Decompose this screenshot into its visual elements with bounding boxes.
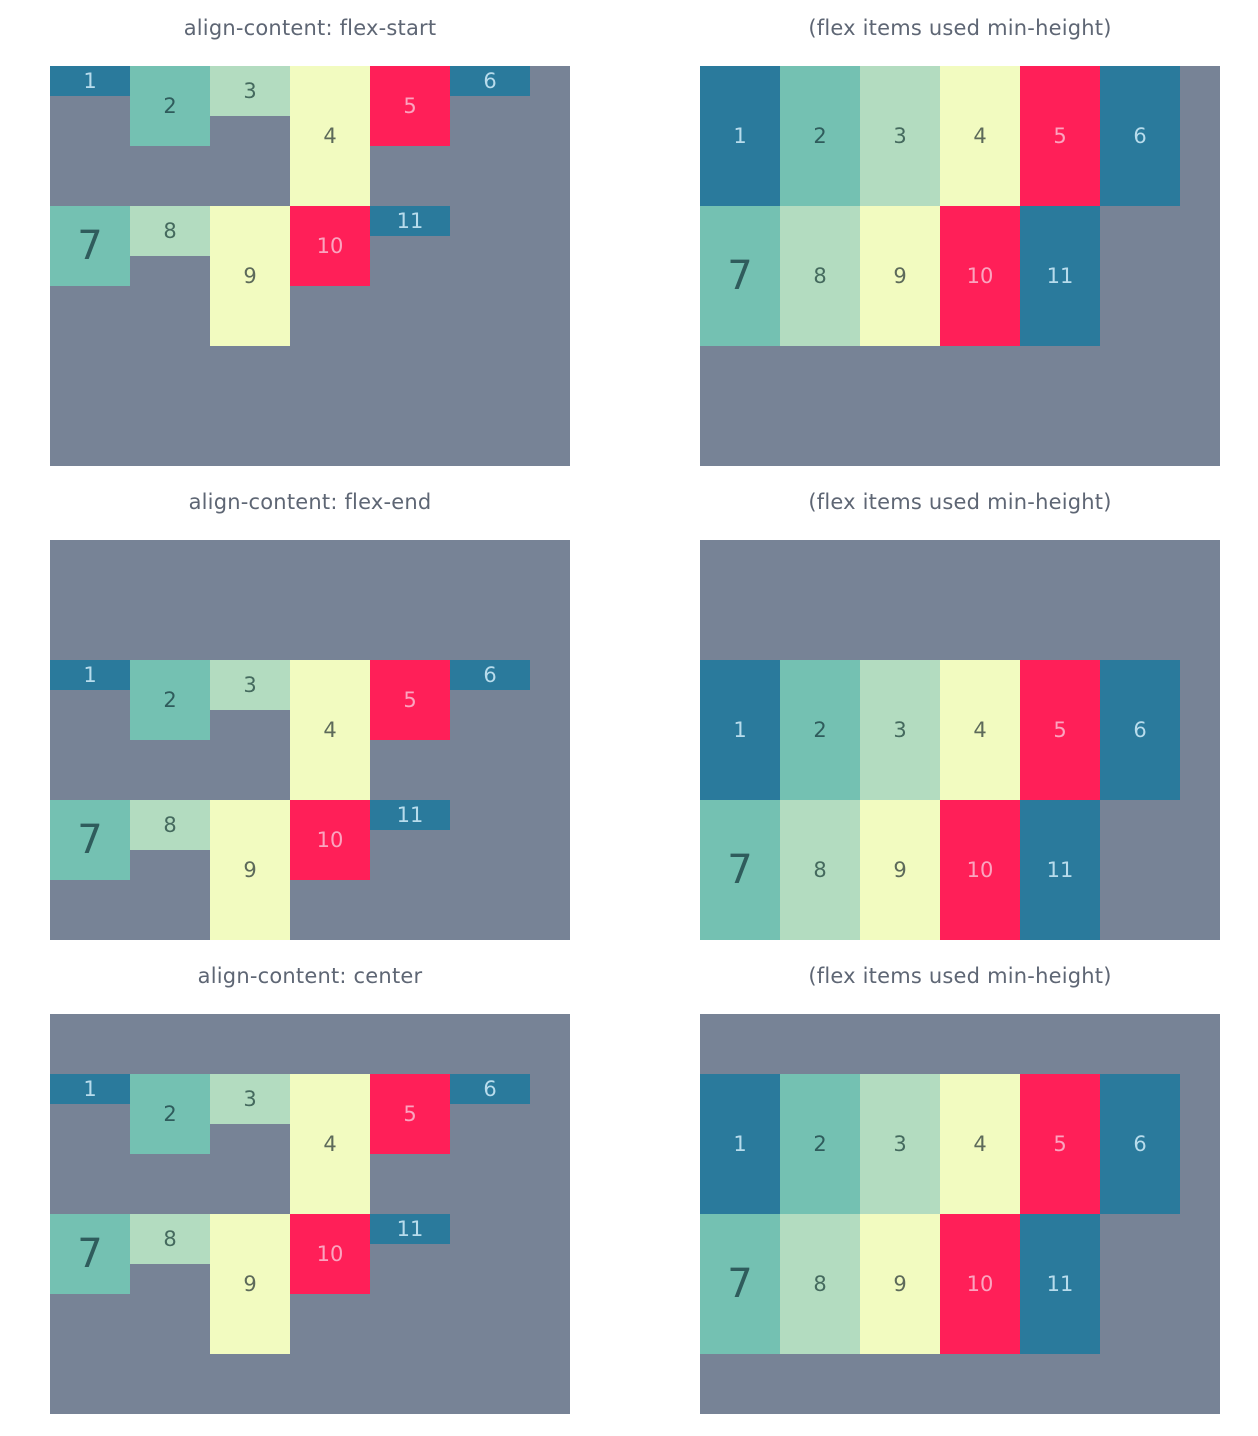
flex-item-8: 8 <box>130 1214 210 1264</box>
demo-title-flex-start: align-content: flex-start <box>183 16 437 40</box>
flex-item-2: 2 <box>780 660 860 800</box>
flex-item-5: 5 <box>370 660 450 740</box>
flex-item-7: 7 <box>50 800 130 880</box>
flex-item-7: 7 <box>700 206 780 346</box>
flex-container-center: 1 2 3 4 5 6 7 8 9 10 11 <box>50 1014 570 1414</box>
flex-item-9: 9 <box>860 800 940 940</box>
flex-container-flex-end-min-height: 1 2 3 4 5 6 7 8 9 10 11 <box>700 540 1220 940</box>
flex-item-2: 2 <box>780 66 860 206</box>
flex-item-9: 9 <box>860 206 940 346</box>
flex-container-flex-end: 1 2 3 4 5 6 7 8 9 10 11 <box>50 540 570 940</box>
flex-item-9: 9 <box>860 1214 940 1354</box>
flex-item-4: 4 <box>290 1074 370 1214</box>
flex-item-11: 11 <box>370 800 450 830</box>
flex-item-9: 9 <box>210 206 290 346</box>
demo-title-flex-end: align-content: flex-end <box>188 490 432 514</box>
flex-item-10: 10 <box>290 206 370 286</box>
flex-item-5: 5 <box>1020 1074 1100 1214</box>
flex-item-7: 7 <box>700 1214 780 1354</box>
demo-title-min-height-flex-start: (flex items used min-height) <box>808 16 1112 40</box>
flex-item-2: 2 <box>780 1074 860 1214</box>
flex-item-10: 10 <box>290 800 370 880</box>
flex-item-8: 8 <box>780 800 860 940</box>
flex-item-6: 6 <box>1100 1074 1180 1214</box>
flex-item-4: 4 <box>940 66 1020 206</box>
flex-item-7: 7 <box>700 800 780 940</box>
flex-item-8: 8 <box>780 206 860 346</box>
flex-item-4: 4 <box>940 660 1020 800</box>
flex-item-5: 5 <box>370 1074 450 1154</box>
flex-item-8: 8 <box>780 1214 860 1354</box>
flex-item-6: 6 <box>450 1074 530 1104</box>
flex-item-3: 3 <box>860 66 940 206</box>
flex-item-1: 1 <box>50 660 130 690</box>
flex-item-11: 11 <box>370 206 450 236</box>
flex-container-center-min-height: 1 2 3 4 5 6 7 8 9 10 11 <box>700 1014 1220 1414</box>
flex-item-11: 11 <box>370 1214 450 1244</box>
flex-item-10: 10 <box>940 1214 1020 1354</box>
flex-item-1: 1 <box>50 1074 130 1104</box>
flex-item-1: 1 <box>700 66 780 206</box>
demo-title-center: align-content: center <box>197 964 423 988</box>
flex-container-flex-start: 1 2 3 4 5 6 7 8 9 10 11 <box>50 66 570 466</box>
flex-item-3: 3 <box>860 1074 940 1214</box>
flex-item-8: 8 <box>130 800 210 850</box>
flex-item-6: 6 <box>1100 660 1180 800</box>
demo-title-min-height-flex-end: (flex items used min-height) <box>808 490 1112 514</box>
demo-title-min-height-center: (flex items used min-height) <box>808 964 1112 988</box>
flex-item-9: 9 <box>210 800 290 940</box>
flex-item-1: 1 <box>700 660 780 800</box>
flex-item-3: 3 <box>210 1074 290 1124</box>
flex-item-3: 3 <box>210 660 290 710</box>
flex-item-6: 6 <box>1100 66 1180 206</box>
flex-container-flex-start-min-height: 1 2 3 4 5 6 7 8 9 10 11 <box>700 66 1220 466</box>
flex-item-4: 4 <box>940 1074 1020 1214</box>
flex-item-1: 1 <box>50 66 130 96</box>
flex-item-3: 3 <box>210 66 290 116</box>
flex-item-10: 10 <box>290 1214 370 1294</box>
flex-item-5: 5 <box>1020 66 1100 206</box>
flex-item-1: 1 <box>700 1074 780 1214</box>
flex-item-11: 11 <box>1020 206 1100 346</box>
flex-item-4: 4 <box>290 66 370 206</box>
flex-item-2: 2 <box>130 660 210 740</box>
flex-item-6: 6 <box>450 66 530 96</box>
flex-item-4: 4 <box>290 660 370 800</box>
flex-item-3: 3 <box>860 660 940 800</box>
flex-item-6: 6 <box>450 660 530 690</box>
flex-item-10: 10 <box>940 800 1020 940</box>
flex-item-7: 7 <box>50 1214 130 1294</box>
flex-item-10: 10 <box>940 206 1020 346</box>
flex-item-7: 7 <box>50 206 130 286</box>
flex-item-11: 11 <box>1020 800 1100 940</box>
flex-item-5: 5 <box>370 66 450 146</box>
flex-item-9: 9 <box>210 1214 290 1354</box>
flex-item-8: 8 <box>130 206 210 256</box>
flex-item-2: 2 <box>130 66 210 146</box>
flex-item-5: 5 <box>1020 660 1100 800</box>
flex-item-11: 11 <box>1020 1214 1100 1354</box>
flex-item-2: 2 <box>130 1074 210 1154</box>
